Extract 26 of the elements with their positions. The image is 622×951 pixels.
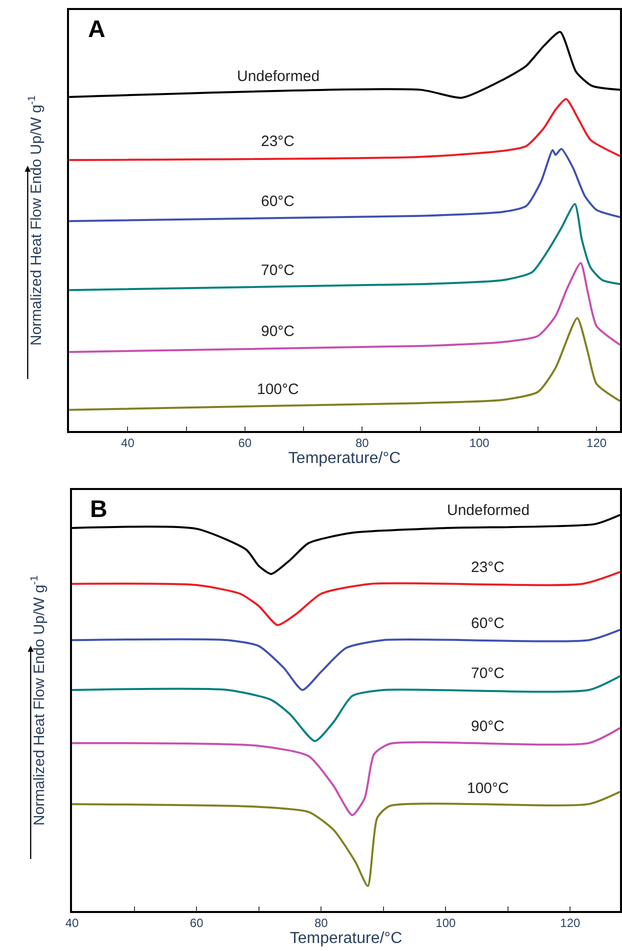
- x-tick-label: 40: [121, 436, 135, 450]
- x-tick-label: 60: [238, 436, 252, 450]
- chart-title: A: [88, 16, 106, 43]
- x-axis-title: Temperature/°C: [288, 450, 401, 468]
- series-label: Undeformed: [447, 502, 530, 519]
- chart-title: B: [90, 496, 108, 523]
- x-axis-title: Temperature/°C: [290, 930, 402, 948]
- series-label: 70°C: [261, 262, 295, 279]
- x-tick-label: 120: [560, 916, 581, 930]
- series-label: 90°C: [471, 718, 505, 735]
- series-label: 60°C: [471, 615, 505, 632]
- series-label: 100°C: [467, 780, 510, 797]
- x-tick-label: 100: [436, 916, 456, 930]
- x-tick-label: 100: [469, 436, 490, 450]
- x-tick-label: 120: [586, 436, 607, 450]
- x-tick-label: 80: [314, 916, 328, 930]
- series-label: 60°C: [261, 193, 295, 210]
- series-label: 23°C: [471, 559, 505, 576]
- series-label: 90°C: [261, 323, 295, 340]
- series-label: 100°C: [257, 381, 300, 398]
- x-tick-label: 80: [355, 436, 370, 450]
- series-label: Undeformed: [237, 68, 320, 85]
- x-tick-label: 60: [190, 916, 204, 930]
- x-tick-label: 40: [65, 916, 80, 930]
- series-label: 23°C: [261, 133, 295, 150]
- series-label: 70°C: [471, 665, 505, 682]
